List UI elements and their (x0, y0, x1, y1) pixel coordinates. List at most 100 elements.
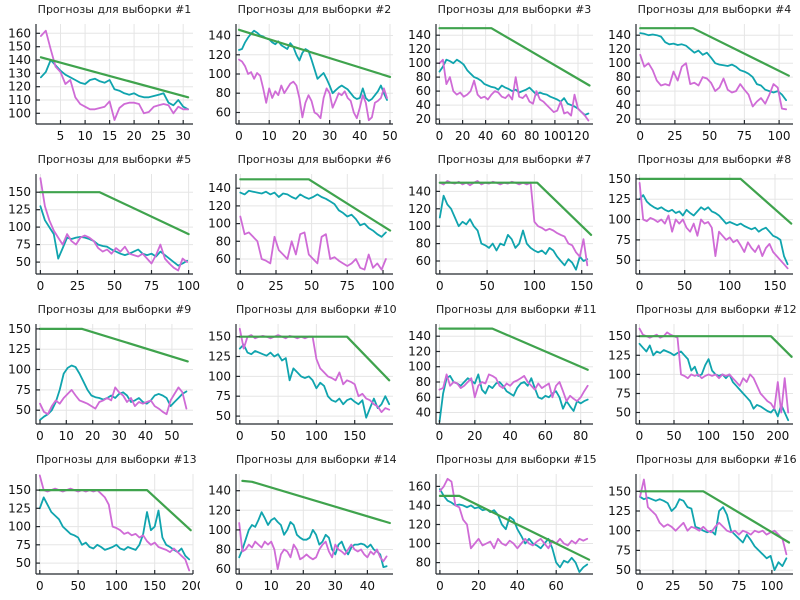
svg-text:50: 50 (107, 279, 122, 293)
chart-panel-1: Прогнозы для выборки #1 5 10 15 20 25 30 100 11… (0, 0, 200, 150)
svg-text:75: 75 (16, 238, 31, 252)
svg-text:40: 40 (352, 129, 367, 143)
chart-title: Прогнозы для выборки #4 (637, 3, 792, 16)
chart-title: Прогнозы для выборки #14 (236, 453, 397, 466)
svg-text:20: 20 (471, 579, 486, 593)
svg-text:125: 125 (8, 203, 31, 217)
svg-text:50: 50 (698, 579, 713, 593)
svg-text:150: 150 (8, 185, 31, 199)
svg-text:75: 75 (616, 543, 631, 557)
svg-text:100: 100 (608, 213, 631, 227)
svg-text:120: 120 (408, 42, 431, 56)
svg-text:75: 75 (616, 387, 631, 401)
svg-text:60: 60 (616, 84, 631, 98)
chart-title: Прогнозы для выборки #3 (437, 3, 592, 16)
svg-text:200: 200 (766, 429, 789, 443)
chart-panel-2: Прогнозы для выборки #2 0 10 20 30 40 50 60 80 1… (200, 0, 400, 150)
chart-title: Прогнозы для выборки #11 (436, 303, 597, 316)
svg-text:20: 20 (416, 112, 431, 126)
svg-text:0: 0 (236, 279, 244, 293)
svg-text:20: 20 (467, 429, 482, 443)
svg-text:10: 10 (59, 429, 74, 443)
svg-text:80: 80 (616, 70, 631, 84)
svg-text:100: 100 (8, 520, 31, 534)
svg-text:160: 160 (8, 26, 31, 40)
svg-text:100: 100 (523, 279, 546, 293)
svg-text:100: 100 (768, 129, 791, 143)
svg-text:100: 100 (543, 129, 566, 143)
svg-text:140: 140 (208, 29, 231, 43)
svg-text:20: 20 (455, 129, 470, 143)
svg-text:140: 140 (208, 181, 231, 195)
svg-text:20: 20 (616, 112, 631, 126)
svg-text:150: 150 (343, 429, 366, 443)
svg-text:100: 100 (105, 579, 128, 593)
svg-text:75: 75 (731, 579, 746, 593)
svg-text:140: 140 (408, 498, 431, 512)
svg-text:150: 150 (732, 429, 755, 443)
svg-text:50: 50 (16, 403, 31, 417)
svg-text:150: 150 (8, 40, 31, 54)
chart-panel-5: Прогнозы для выборки #5 0 25 50 75 100 50 75 10… (0, 150, 200, 300)
chart-panel-8: Прогнозы для выборки #8 0 50 100 150 50 75 100… (600, 150, 800, 300)
svg-text:20: 20 (292, 129, 307, 143)
svg-text:40: 40 (416, 406, 431, 420)
svg-text:80: 80 (573, 429, 588, 443)
svg-text:100: 100 (718, 279, 741, 293)
svg-text:100: 100 (8, 106, 31, 120)
svg-text:100: 100 (608, 524, 631, 538)
svg-text:0: 0 (36, 429, 44, 443)
svg-text:25: 25 (667, 129, 682, 143)
svg-text:125: 125 (608, 348, 631, 362)
svg-text:120: 120 (408, 345, 431, 359)
svg-text:100: 100 (305, 429, 328, 443)
svg-text:120: 120 (567, 129, 590, 143)
svg-text:125: 125 (208, 350, 231, 364)
svg-text:120: 120 (608, 42, 631, 56)
svg-text:80: 80 (416, 556, 431, 570)
svg-text:100: 100 (177, 279, 200, 293)
svg-text:100: 100 (372, 279, 395, 293)
chart-plot: 0 25 50 75 100 50 75 100 125 150 (608, 474, 793, 593)
chart-title: Прогнозы для выборки #9 (37, 303, 192, 316)
svg-text:75: 75 (216, 389, 231, 403)
svg-text:50: 50 (677, 279, 692, 293)
chart-plot: 0 25 50 75 100 60 80 100 120 140 (208, 174, 395, 293)
svg-text:0: 0 (436, 579, 444, 593)
svg-text:60: 60 (549, 579, 564, 593)
svg-text:60: 60 (416, 254, 431, 268)
chart-panel-4: Прогнозы для выборки #4 0 25 50 75 100 20 40 60… (600, 0, 800, 150)
svg-text:150: 150 (8, 483, 31, 497)
svg-text:160: 160 (408, 479, 431, 493)
svg-text:120: 120 (408, 518, 431, 532)
svg-text:150: 150 (764, 279, 787, 293)
svg-text:150: 150 (608, 172, 631, 186)
svg-text:100: 100 (408, 360, 431, 374)
svg-text:25: 25 (151, 129, 166, 143)
svg-text:120: 120 (208, 199, 231, 213)
svg-text:200: 200 (182, 579, 200, 593)
chart-title: Прогнозы для выборки #16 (636, 453, 797, 466)
svg-text:60: 60 (416, 84, 431, 98)
svg-text:120: 120 (208, 48, 231, 62)
svg-text:0: 0 (636, 429, 644, 443)
chart-title: Прогнозы для выборки #13 (36, 453, 197, 466)
svg-text:80: 80 (216, 543, 231, 557)
svg-text:100: 100 (208, 217, 231, 231)
chart-panel-7: Прогнозы для выборки #7 0 50 100 150 60 80 100… (400, 150, 600, 300)
svg-text:120: 120 (408, 202, 431, 216)
svg-text:130: 130 (8, 66, 31, 80)
chart-panel-15: Прогнозы для выборки #15 0 20 40 60 80 100 120… (400, 450, 600, 600)
svg-text:25: 25 (268, 279, 283, 293)
svg-text:75: 75 (144, 279, 159, 293)
svg-text:50: 50 (164, 429, 179, 443)
chart-panel-16: Прогнозы для выборки #16 0 25 50 75 100 50 75 1… (600, 450, 800, 600)
svg-text:0: 0 (37, 279, 45, 293)
svg-text:50: 50 (479, 279, 494, 293)
chart-panel-11: Прогнозы для выборки #11 0 20 40 60 80 40 60 80… (400, 300, 600, 450)
svg-text:30: 30 (328, 579, 343, 593)
chart-plot: 0 50 100 150 50 75 100 125 150 (208, 324, 393, 443)
chart-plot: 0 25 50 75 100 50 75 100 125 150 (8, 174, 200, 293)
svg-text:50: 50 (16, 255, 31, 269)
